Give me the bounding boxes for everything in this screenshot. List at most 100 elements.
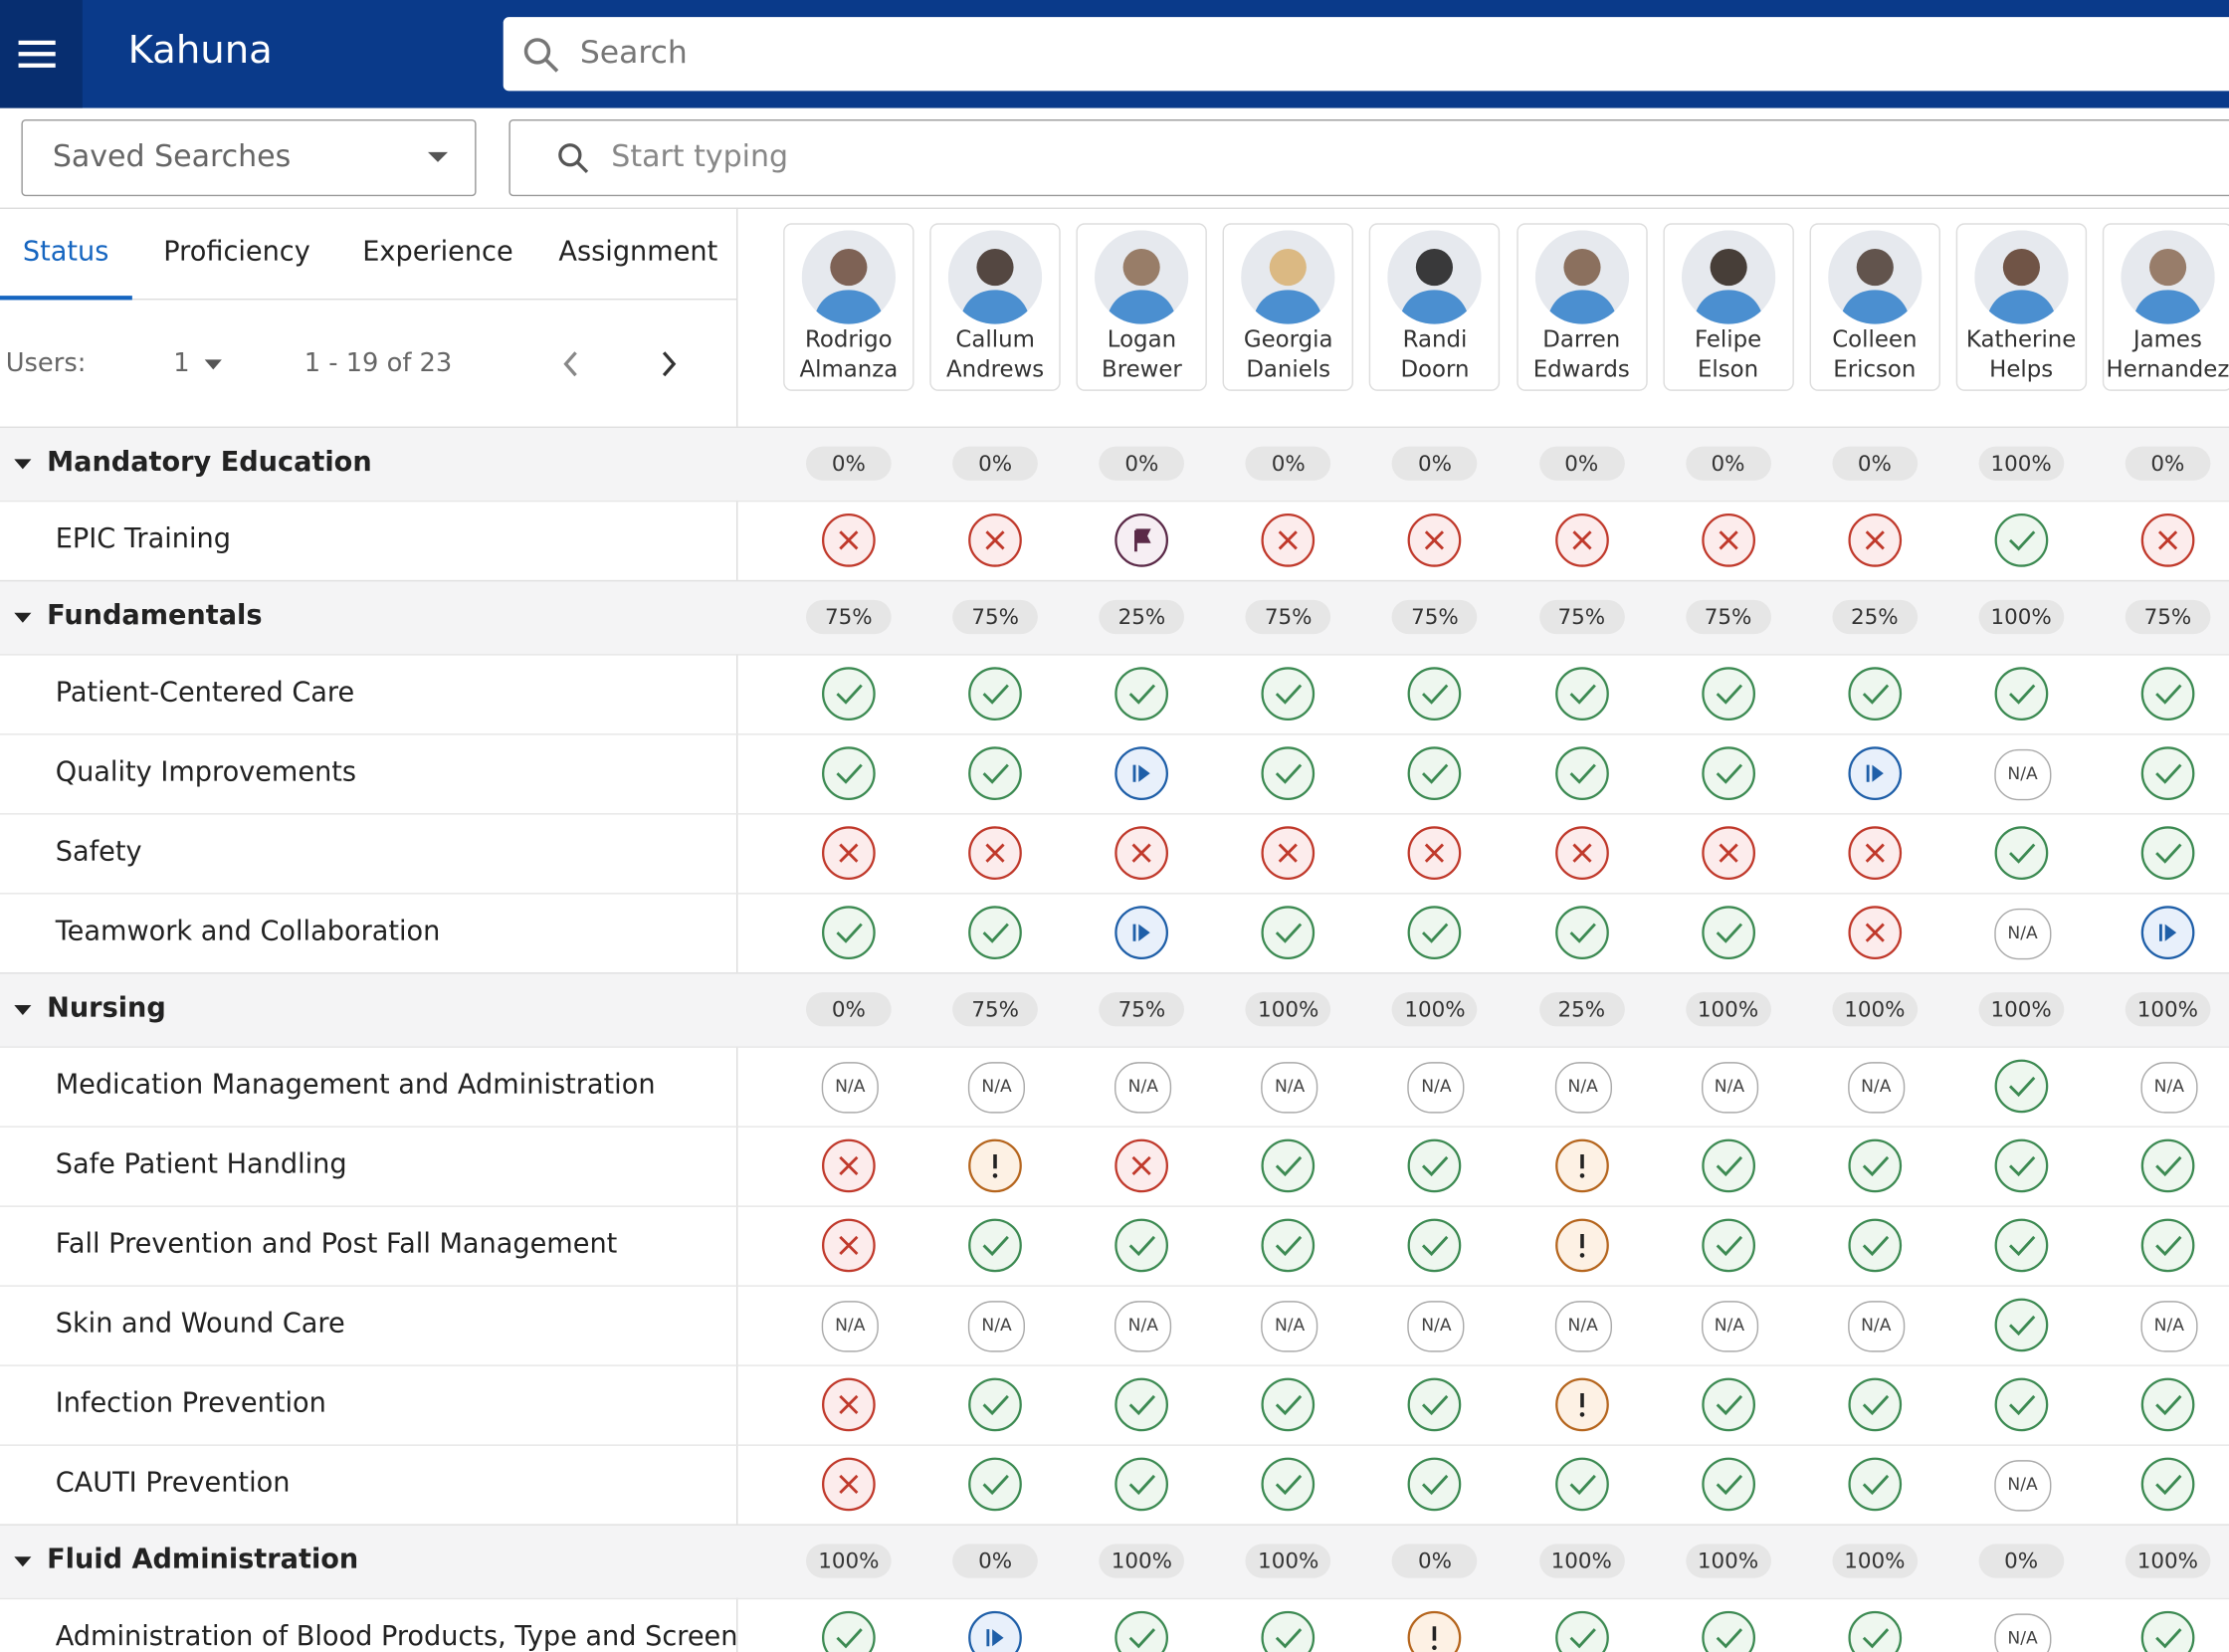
status-check[interactable] [1994,1377,2048,1432]
status-x[interactable] [1847,826,1902,880]
status-check[interactable] [1847,1457,1902,1512]
status-x[interactable] [821,826,876,880]
status-check[interactable] [1408,1218,1462,1273]
status-check[interactable] [1554,667,1609,721]
status-check[interactable] [968,1377,1022,1432]
next-page[interactable] [658,348,681,379]
status-play[interactable] [1114,746,1169,800]
status-check[interactable] [1994,1298,2048,1352]
collapse-toggle[interactable] [13,611,33,624]
status-check[interactable] [1261,1610,1316,1652]
status-check[interactable] [968,1218,1022,1273]
per-page[interactable]: 1 [173,347,190,378]
status-check[interactable] [1847,1377,1902,1432]
status-x[interactable] [2140,513,2195,567]
status-check[interactable] [1554,1457,1609,1512]
status-check[interactable] [1701,667,1755,721]
search-box[interactable]: Search [503,17,2229,92]
status-warn[interactable] [1408,1610,1462,1652]
status-check[interactable] [1114,1610,1169,1652]
status-x[interactable] [1847,513,1902,567]
prev-page[interactable] [558,348,581,379]
user-card[interactable]: Colleen Ericson [1809,223,1940,391]
status-check[interactable] [822,1610,876,1652]
status-x[interactable] [1114,1138,1169,1193]
status-check[interactable] [2140,746,2195,800]
status-check[interactable] [2140,667,2195,721]
status-check[interactable] [2140,1377,2195,1432]
status-x[interactable] [968,826,1022,880]
tab[interactable]: Experience [362,236,513,268]
status-check[interactable] [968,667,1022,721]
user-card[interactable]: Logan Brewer [1076,223,1208,391]
status-check[interactable] [1701,906,1755,959]
status-check[interactable] [1994,513,2048,567]
status-check[interactable] [821,906,876,959]
status-check[interactable] [1261,1138,1316,1193]
status-check[interactable] [1554,1610,1609,1652]
status-x[interactable] [1554,513,1609,567]
status-x[interactable] [1408,826,1462,880]
status-check[interactable] [1114,1457,1169,1512]
status-check[interactable] [1847,1610,1902,1652]
status-check[interactable] [1261,667,1316,721]
status-x[interactable] [968,513,1022,567]
collapse-toggle[interactable] [13,1004,33,1017]
status-check[interactable] [1114,667,1169,721]
status-x[interactable] [821,1377,876,1432]
filter-input[interactable]: Start typing [508,118,2229,197]
status-check[interactable] [1994,667,2048,721]
status-check[interactable] [1261,746,1316,800]
user-card[interactable]: Callum Andrews [929,223,1061,391]
status-check[interactable] [821,667,876,721]
tab[interactable]: Proficiency [163,236,310,268]
status-check[interactable] [1994,826,2048,880]
status-check[interactable] [1701,1138,1755,1193]
status-x[interactable] [1261,826,1316,880]
status-check[interactable] [1261,906,1316,959]
status-check[interactable] [1408,667,1462,721]
collapse-toggle[interactable] [13,1555,33,1568]
user-card[interactable]: Felipe Elson [1662,223,1794,391]
status-check[interactable] [1847,1138,1902,1193]
status-check[interactable] [1261,1218,1316,1273]
status-check[interactable] [968,746,1022,800]
status-check[interactable] [1994,1059,2048,1114]
status-check[interactable] [1701,746,1755,800]
status-play[interactable] [1847,746,1902,800]
status-x[interactable] [1114,826,1169,880]
status-x[interactable] [1261,513,1316,567]
status-check[interactable] [1701,1218,1755,1273]
user-card[interactable]: Katherine Helps [1955,223,2087,391]
status-warn[interactable] [1554,1138,1609,1193]
status-x[interactable] [1554,826,1609,880]
status-x[interactable] [1701,513,1755,567]
status-x[interactable] [1701,826,1755,880]
status-check[interactable] [1847,1218,1902,1273]
user-card[interactable]: Georgia Daniels [1222,223,1354,391]
saved-searches-dropdown[interactable]: Saved Searches [21,118,477,197]
status-check[interactable] [1994,1138,2048,1193]
status-check[interactable] [2140,1138,2195,1193]
status-check[interactable] [1994,1218,2048,1273]
status-x[interactable] [821,1218,876,1273]
status-x[interactable] [821,1138,876,1193]
status-flag[interactable] [1114,513,1169,567]
status-warn[interactable] [1554,1377,1609,1432]
collapse-toggle[interactable] [13,458,33,471]
status-x[interactable] [821,1457,876,1512]
status-play[interactable] [1114,906,1169,959]
status-check[interactable] [1554,746,1609,800]
status-check[interactable] [1261,1457,1316,1512]
status-check[interactable] [1114,1377,1169,1432]
status-check[interactable] [1408,1377,1462,1432]
status-check[interactable] [1408,906,1462,959]
user-card[interactable]: James Hernandez [2102,223,2229,391]
user-card[interactable]: Darren Edwards [1516,223,1647,391]
status-check[interactable] [1701,1610,1755,1652]
status-play[interactable] [2140,906,2195,959]
status-check[interactable] [1554,906,1609,959]
status-warn[interactable] [968,1138,1022,1193]
user-card[interactable]: Randi Doorn [1369,223,1501,391]
tab[interactable]: Status [22,236,109,268]
